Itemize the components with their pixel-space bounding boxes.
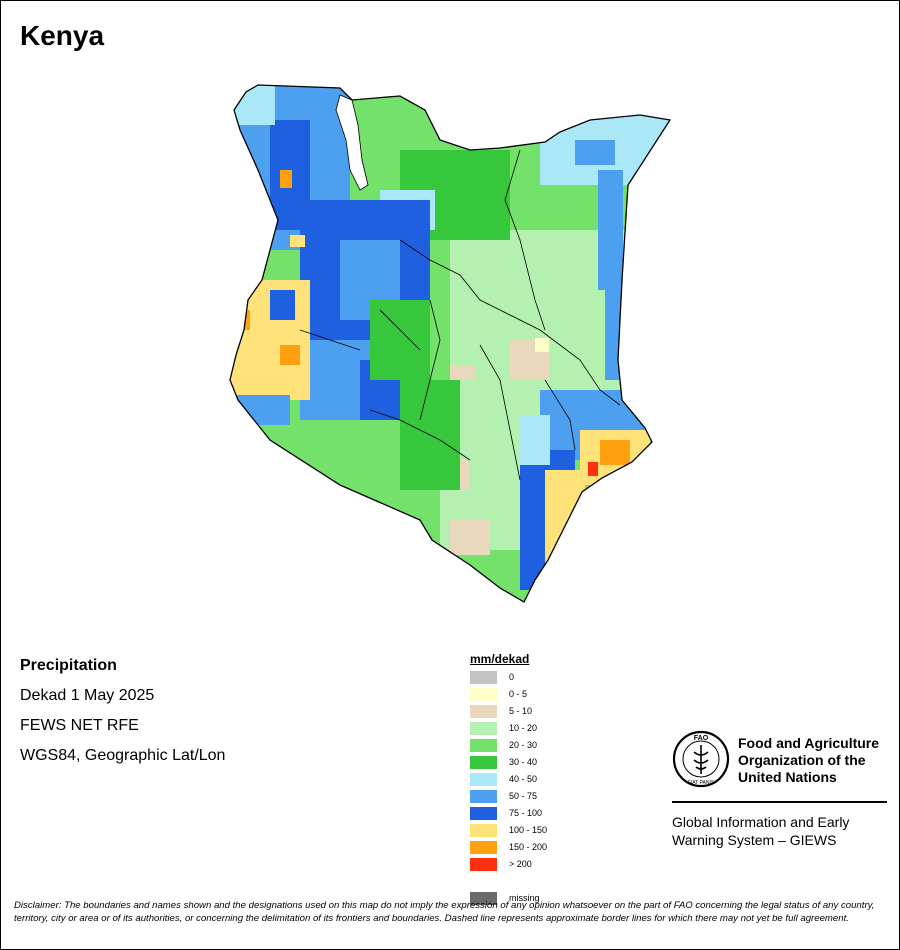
- legend-row: 0 - 5: [470, 688, 590, 702]
- fao-logo-motto: FIAT PANIS: [688, 780, 715, 786]
- legend-label: > 200: [509, 859, 532, 869]
- legend-title: mm/dekad: [470, 652, 530, 666]
- legend-row: 100 - 150: [470, 824, 590, 838]
- fao-name-line1: Food and Agriculture: [738, 735, 880, 751]
- legend-row: 75 - 100: [470, 807, 590, 821]
- legend-swatch: [470, 824, 497, 837]
- country-outline: [229, 84, 672, 603]
- kenya-precipitation-map: [229, 84, 672, 603]
- legend-label: 0: [509, 672, 515, 682]
- legend-swatch: [470, 790, 497, 803]
- legend-swatch: [470, 756, 497, 769]
- legend-swatch: [470, 773, 497, 786]
- legend-row: 5 - 10: [470, 705, 590, 719]
- legend-swatch: [470, 705, 497, 718]
- legend-label: missing: [509, 893, 540, 903]
- info-projection: WGS84, Geographic Lat/Lon: [20, 747, 226, 764]
- fao-logo-text: FAO: [694, 735, 709, 742]
- giews-line2: Warning System – GIEWS: [672, 832, 837, 848]
- legend-label: 40 - 50: [509, 774, 538, 784]
- legend-row: > 200: [470, 858, 590, 872]
- lake-turkana: [335, 94, 369, 191]
- legend-label: 30 - 40: [509, 757, 538, 767]
- legend-label: 50 - 75: [509, 791, 538, 801]
- legend: mm/dekad 0 0 - 5 5 - 10 10 - 20 20 - 30 30 - …: [470, 652, 547, 905]
- fao-logo-icon: FAO FIAT PANIS: [672, 730, 730, 788]
- legend-swatch: [470, 892, 497, 905]
- legend-row: 10 - 20: [470, 722, 590, 736]
- disclaimer: Disclaimer: The boundaries and names sho…: [14, 900, 875, 924]
- fao-name-line2: Organization of the: [738, 752, 866, 768]
- info-source: FEWS NET RFE: [20, 717, 139, 734]
- fao-divider: [672, 801, 887, 803]
- map-info: Precipitation Dekad 1 May 2025 FEWS NET …: [20, 656, 225, 776]
- legend-label: 150 - 200: [509, 842, 548, 852]
- legend-swatch: [470, 739, 497, 752]
- legend-label: 100 - 150: [509, 825, 548, 835]
- legend-row: 0: [470, 671, 590, 685]
- info-period: Dekad 1 May 2025: [20, 687, 155, 704]
- legend-swatch: [470, 858, 497, 871]
- legend-swatch: [470, 671, 497, 684]
- fao-name-line3: United Nations: [738, 769, 837, 785]
- legend-row: missing: [470, 892, 590, 906]
- legend-row: 50 - 75: [470, 790, 590, 804]
- admin-boundaries: [299, 149, 621, 481]
- legend-swatch: [470, 841, 497, 854]
- legend-swatch: [470, 688, 497, 701]
- map-title: Kenya: [20, 20, 105, 51]
- info-heading: Precipitation: [20, 657, 117, 674]
- giews-name: Global Information and Early Warning Sys…: [672, 813, 888, 849]
- legend-label: 5 - 10: [509, 706, 533, 716]
- legend-row: 30 - 40: [470, 756, 590, 770]
- legend-row: 40 - 50: [470, 773, 590, 787]
- legend-label: 20 - 30: [509, 740, 538, 750]
- legend-label: 75 - 100: [509, 808, 543, 818]
- legend-row: 20 - 30: [470, 739, 590, 753]
- legend-swatch: [470, 807, 497, 820]
- legend-label: 10 - 20: [509, 723, 538, 733]
- legend-row: 150 - 200: [470, 841, 590, 855]
- legend-swatch: [470, 722, 497, 735]
- legend-label: 0 - 5: [509, 689, 528, 699]
- giews-line1: Global Information and Early: [672, 814, 850, 830]
- precipitation-raster: [230, 85, 670, 602]
- fao-name: Food and Agriculture Organization of the…: [738, 735, 888, 786]
